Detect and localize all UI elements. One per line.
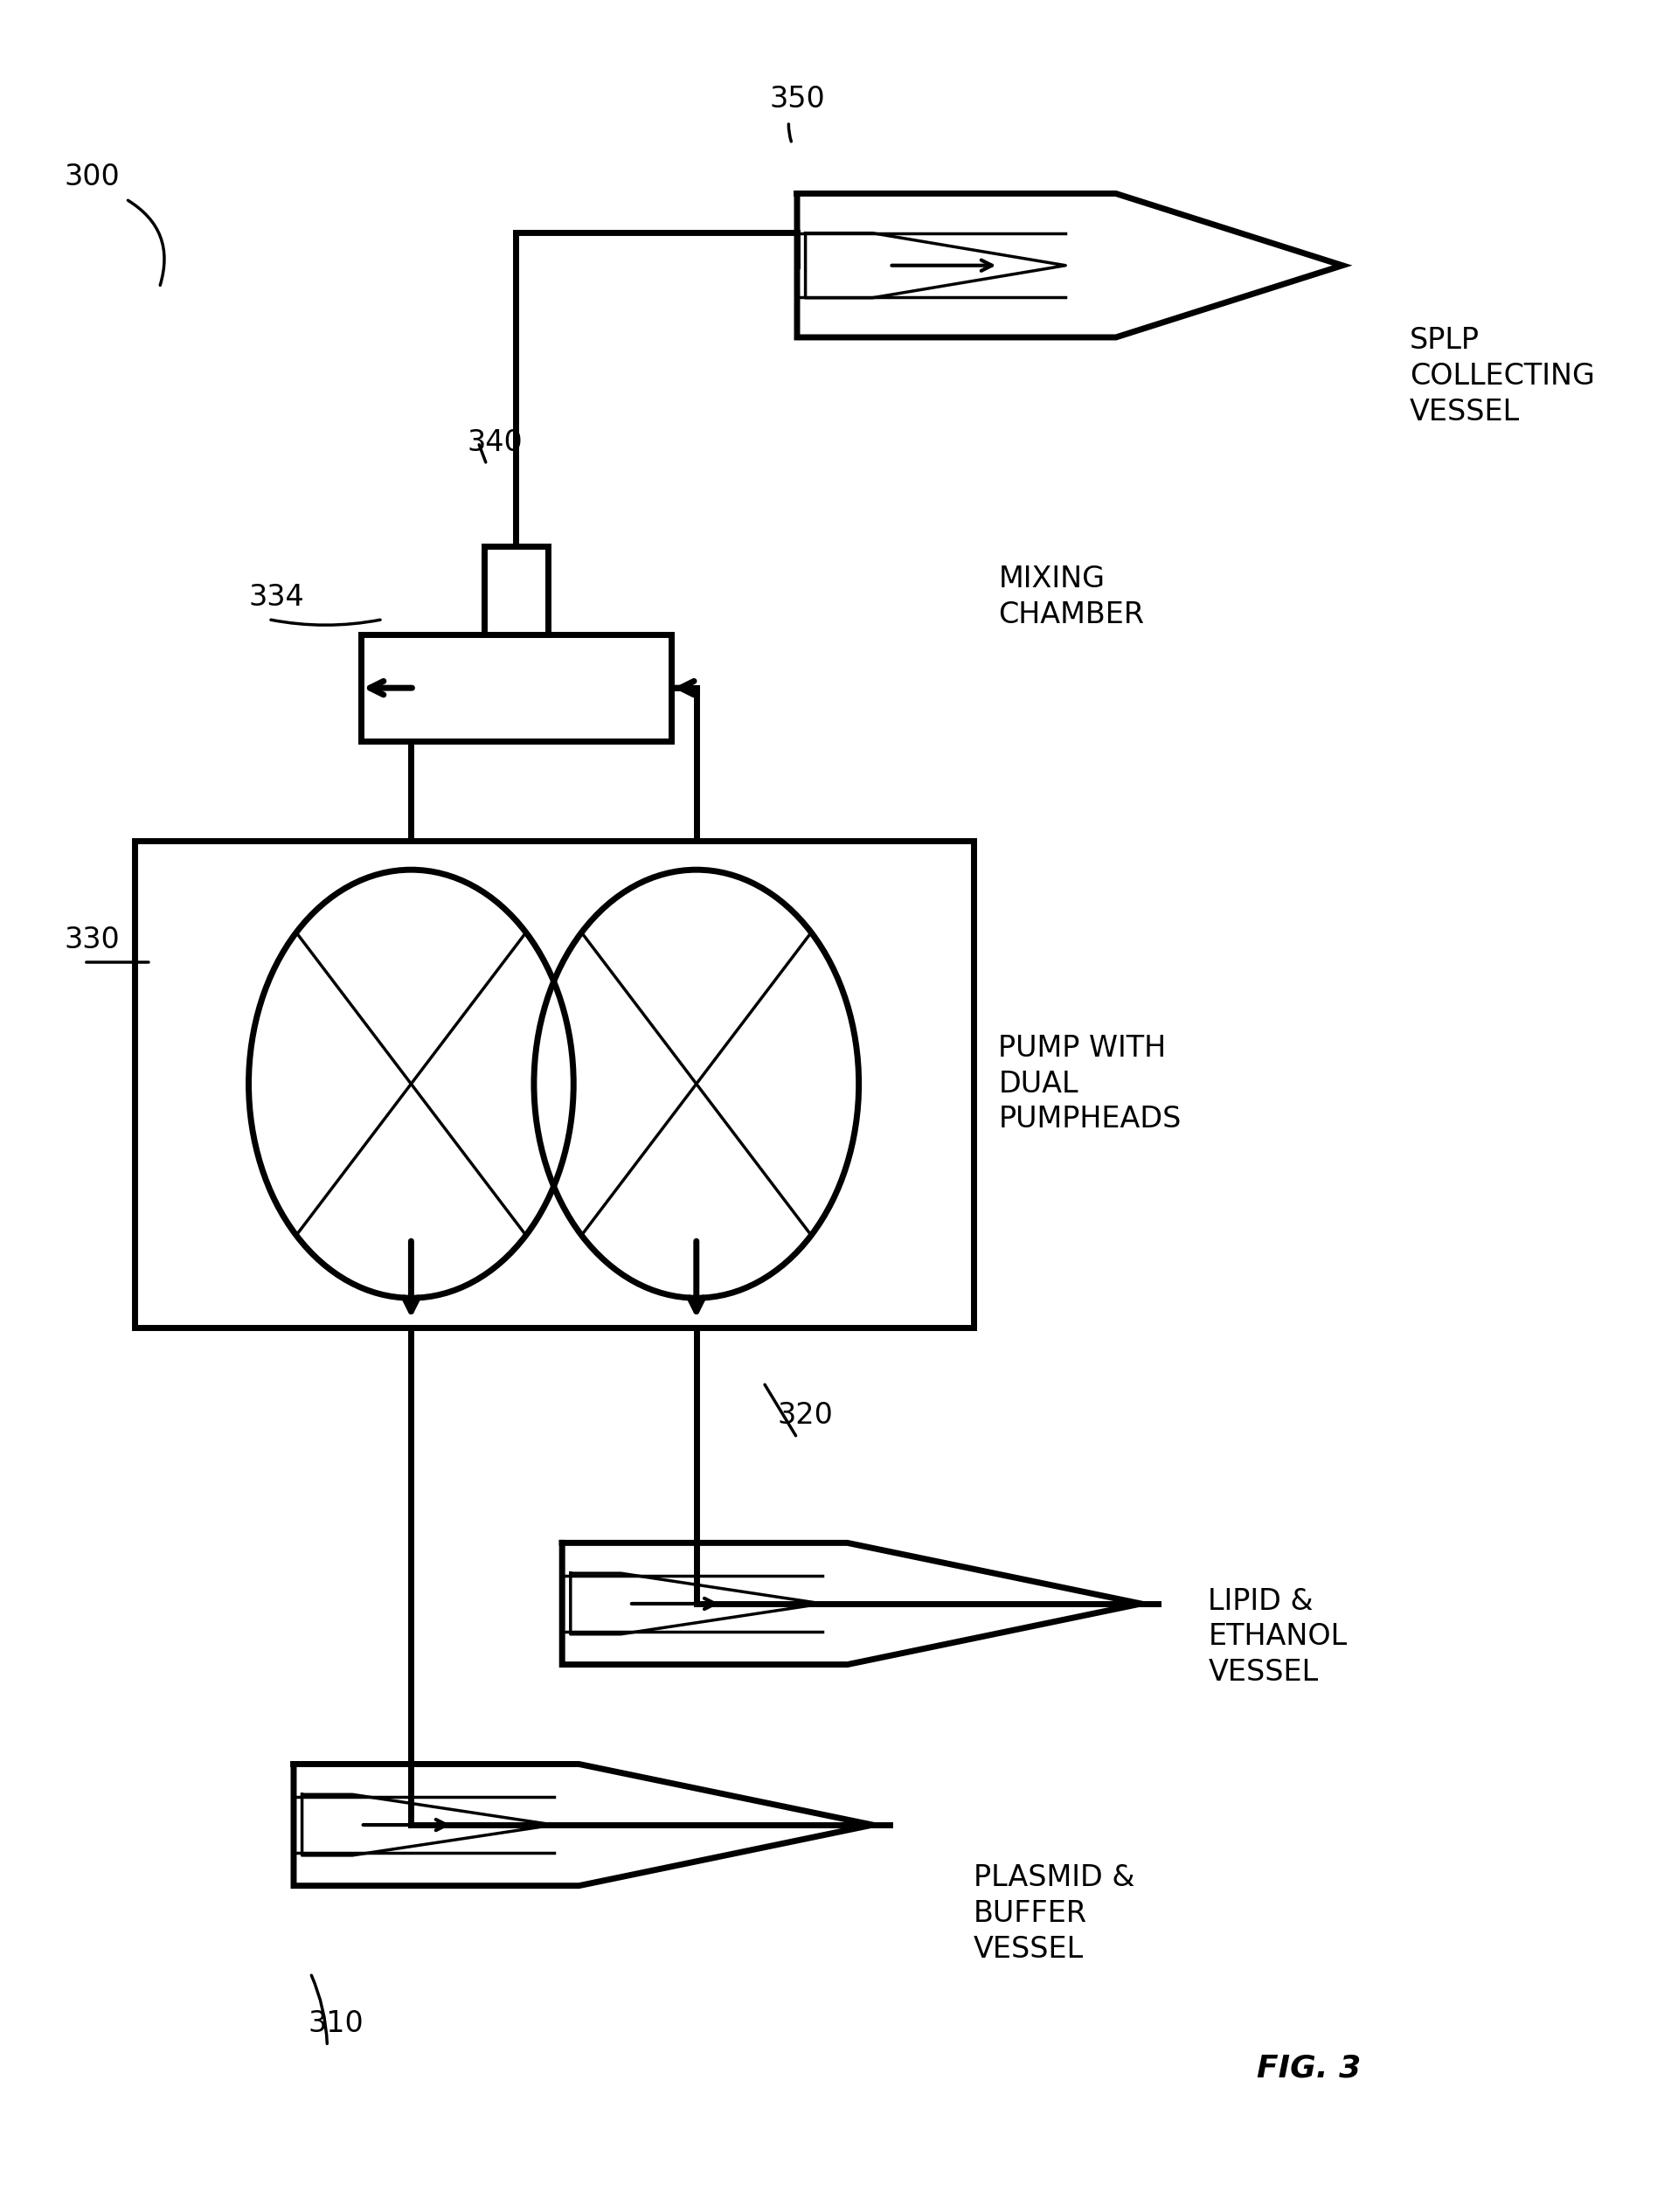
Text: FIG. 3: FIG. 3 — [1257, 2053, 1361, 2084]
Text: PLASMID &
BUFFER
VESSEL: PLASMID & BUFFER VESSEL — [973, 1863, 1134, 1964]
Text: 320: 320 — [777, 1400, 834, 1431]
Text: 340: 340 — [466, 427, 524, 458]
Text: 334: 334 — [248, 582, 305, 613]
Text: 300: 300 — [64, 161, 121, 192]
Text: 330: 330 — [64, 925, 121, 956]
Bar — [361, 635, 671, 741]
Text: 310: 310 — [307, 2008, 364, 2039]
Text: PUMP WITH
DUAL
PUMPHEADS: PUMP WITH DUAL PUMPHEADS — [998, 1033, 1181, 1135]
Bar — [134, 841, 973, 1327]
Bar — [483, 546, 547, 635]
Text: MIXING
CHAMBER: MIXING CHAMBER — [998, 564, 1144, 630]
Text: 350: 350 — [769, 84, 826, 115]
Text: SPLP
COLLECTING
VESSEL: SPLP COLLECTING VESSEL — [1410, 325, 1594, 427]
Text: 336: 336 — [601, 659, 658, 690]
Text: LIPID &
ETHANOL
VESSEL: LIPID & ETHANOL VESSEL — [1208, 1586, 1347, 1688]
